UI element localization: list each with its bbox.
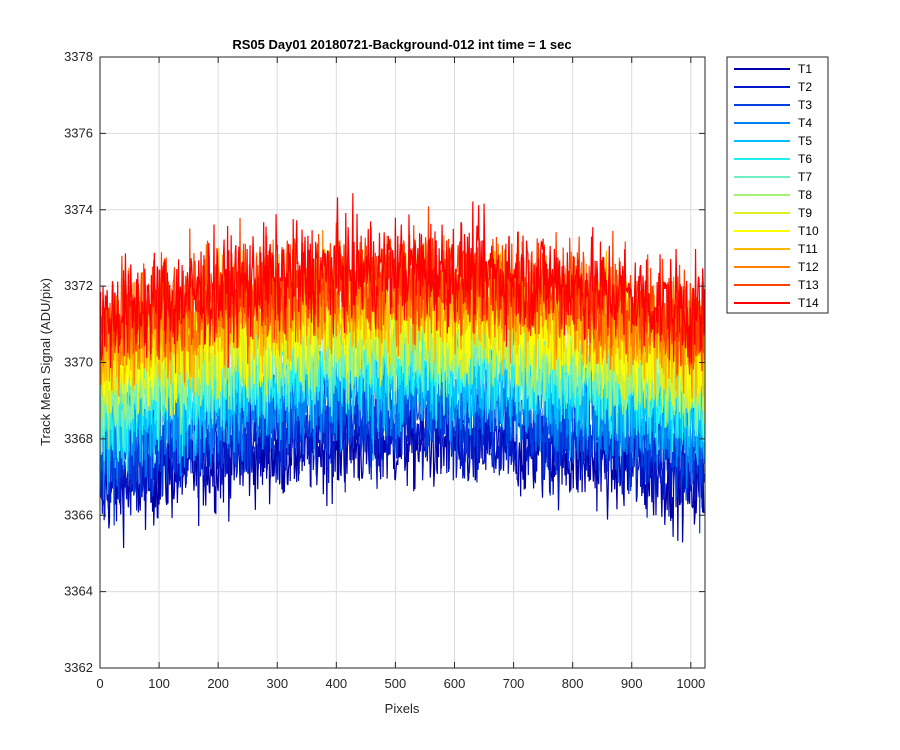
x-tick-label: 400 xyxy=(325,676,347,691)
x-tick-label: 200 xyxy=(207,676,229,691)
legend-label: T8 xyxy=(798,188,812,202)
y-tick-label: 3374 xyxy=(64,202,93,217)
legend-label: T9 xyxy=(798,206,812,220)
legend-label: T6 xyxy=(798,152,812,166)
legend-label: T7 xyxy=(798,170,812,184)
legend-label: T4 xyxy=(798,116,812,130)
y-axis-label: Track Mean Signal (ADU/pix) xyxy=(38,278,53,446)
chart-title: RS05 Day01 20180721-Background-012 int t… xyxy=(232,37,571,52)
legend-label: T11 xyxy=(798,242,818,256)
legend-label: T2 xyxy=(798,80,812,94)
x-tick-label: 100 xyxy=(148,676,170,691)
legend-label: T3 xyxy=(798,98,812,112)
x-tick-label: 0 xyxy=(96,676,103,691)
x-tick-label: 900 xyxy=(621,676,643,691)
legend-label: T14 xyxy=(798,296,819,310)
legend-label: T12 xyxy=(798,260,819,274)
y-tick-label: 3366 xyxy=(64,507,93,522)
legend-box xyxy=(726,56,829,314)
x-tick-label: 1000 xyxy=(676,676,705,691)
series-line-T5 xyxy=(99,305,706,495)
axis-ticks: 0 100 200 300 400 500 600 700 800 900 1000 3362 3364… xyxy=(64,49,705,691)
y-tick-label: 3362 xyxy=(64,660,93,675)
legend-entries: T1 T2 T3 T4 T5 T6 T7 T8 T9 T10 T11 T12 T13 T14 xyxy=(734,62,819,310)
x-tick-label: 300 xyxy=(266,676,288,691)
y-tick-label: 3364 xyxy=(64,584,93,599)
x-tick-label: 500 xyxy=(385,676,407,691)
y-tick-label: 3378 xyxy=(64,49,93,64)
plot-series xyxy=(99,193,706,548)
x-tick-label: 800 xyxy=(562,676,584,691)
x-tick-label: 600 xyxy=(444,676,466,691)
legend-label: T1 xyxy=(798,62,812,76)
legend-label: T5 xyxy=(798,134,812,148)
legend-label: T10 xyxy=(798,224,819,238)
y-tick-label: 3376 xyxy=(64,125,93,140)
legend-label: T13 xyxy=(798,278,819,292)
y-tick-label: 3372 xyxy=(64,278,93,293)
series-line-T14 xyxy=(99,193,706,368)
legend: T1 T2 T3 T4 T5 T6 T7 T8 T9 T10 T11 T12 T13 T14 xyxy=(726,56,829,314)
x-axis-label: Pixels xyxy=(385,701,420,716)
x-tick-label: 700 xyxy=(503,676,525,691)
y-tick-label: 3368 xyxy=(64,431,93,446)
y-tick-label: 3370 xyxy=(64,355,93,370)
